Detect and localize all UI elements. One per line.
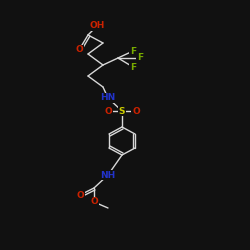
Text: F: F [130,62,136,72]
Text: F: F [130,46,136,56]
Text: S: S [119,106,125,116]
Text: O: O [90,198,98,206]
Text: F: F [137,54,143,62]
Text: NH: NH [100,170,116,179]
Text: OH: OH [89,22,105,30]
Text: HN: HN [100,94,116,102]
Text: O: O [104,106,112,116]
Text: O: O [75,46,83,54]
Text: O: O [76,190,84,200]
Text: O: O [132,106,140,116]
